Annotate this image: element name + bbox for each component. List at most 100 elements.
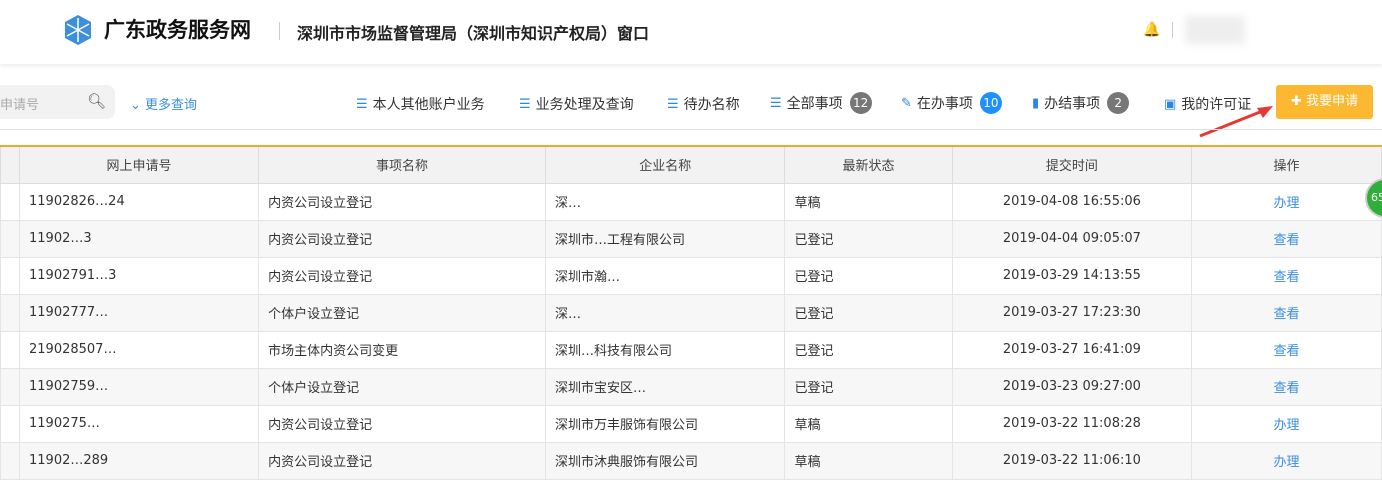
count-badge: 10 [979, 92, 1002, 114]
column-header: 最新状态 [784, 145, 953, 184]
red-arrow-annotation [1199, 106, 1273, 138]
company-name-cell: 深圳市…工程有限公司 [545, 219, 786, 258]
company-name-cell: 深圳市瀚… [545, 256, 786, 295]
nav-label: 待办名称 [683, 97, 740, 113]
nav-in-progress[interactable]: ✎ 在办事项 10 [901, 92, 1002, 114]
application-number: 11902…3 [29, 231, 92, 246]
applications-table: 网上申请号 事项名称 企业名称 最新状态 提交时间 操作 11902826…24… [0, 145, 1382, 480]
action-link[interactable]: 查看 [1273, 233, 1300, 248]
table-row: 11902…3 内资公司设立登记 深圳市…工程有限公司 已登记 2019-04-04 0… [0, 219, 1382, 258]
action-link-cell[interactable]: 办理 [1191, 182, 1382, 221]
id-card-icon: ▣ [1164, 96, 1177, 112]
status: 草稿 [794, 418, 821, 433]
nav-label: 我的许可证 [1181, 97, 1252, 113]
status: 已登记 [794, 344, 834, 359]
table-row: 219028507… 市场主体内资公司变更 深圳…科技有限公司 已登记 2019-03-… [0, 330, 1382, 369]
status: 已登记 [794, 307, 834, 322]
user-avatar[interactable] [1185, 16, 1245, 44]
action-link-cell[interactable]: 办理 [1191, 404, 1382, 443]
count-badge: 12 [849, 92, 872, 114]
nav-completed[interactable]: ▮ 办结事项 2 [1032, 92, 1130, 114]
item-name: 内资公司设立登记 [268, 196, 373, 211]
brand-title: 广东政务服务网 [104, 18, 251, 42]
submit-time: 2019-03-27 17:23:30 [1002, 305, 1141, 320]
application-number-cell: 11902826…24 [18, 182, 260, 221]
company-name-cell: 深圳市宝安区… [545, 367, 786, 406]
company-name: 深圳市…工程有限公司 [555, 233, 686, 248]
submit-time: 2019-03-22 11:08:28 [1002, 416, 1141, 431]
department-title: 深圳市市场监督管理局（深圳市知识产权局）窗口 [297, 24, 650, 43]
item-name-cell: 市场主体内资公司变更 [258, 330, 547, 369]
bell-icon[interactable]: 🔔 [1143, 22, 1161, 38]
submit-time: 2019-03-29 14:13:55 [1002, 268, 1141, 283]
action-link-cell[interactable]: 查看 [1191, 367, 1382, 406]
status-cell: 草稿 [784, 441, 953, 480]
item-name-cell: 内资公司设立登记 [258, 256, 547, 295]
nav-label: 在办事项 [916, 96, 973, 112]
column-header: 提交时间 [951, 145, 1193, 184]
divider [1172, 22, 1173, 38]
item-name: 个体户设立登记 [268, 307, 360, 322]
action-link-cell[interactable]: 查看 [1191, 219, 1382, 258]
more-query-label: 更多查询 [145, 98, 198, 113]
company-name-cell: 深… [545, 182, 786, 221]
application-number: 1190275… [29, 416, 100, 431]
item-name-cell: 内资公司设立登记 [258, 219, 547, 258]
action-link[interactable]: 查看 [1273, 307, 1300, 322]
status-cell: 已登记 [784, 219, 953, 258]
action-link[interactable]: 办理 [1273, 418, 1300, 433]
application-number: 11902791…3 [29, 268, 117, 283]
submit-time-cell: 2019-04-08 16:55:06 [951, 182, 1193, 221]
action-link-cell[interactable]: 办理 [1191, 441, 1382, 480]
nav-my-license[interactable]: ▣ 我的许可证 [1164, 94, 1251, 114]
application-number-cell: 11902777… [18, 293, 260, 332]
application-number: 219028507… [29, 342, 117, 357]
action-link-cell[interactable]: 查看 [1191, 330, 1382, 369]
action-link[interactable]: 查看 [1273, 270, 1300, 285]
count-badge: 2 [1107, 92, 1130, 114]
company-name: 深圳市沐典服饰有限公司 [555, 455, 699, 470]
company-name: 深圳市万丰服饰有限公司 [555, 418, 699, 433]
application-number-cell: 11902…3 [18, 219, 260, 258]
status-cell: 已登记 [784, 293, 953, 332]
search-input[interactable]: 申请号 🔍︎ [0, 85, 115, 119]
status: 已登记 [794, 233, 834, 248]
application-number-cell: 219028507… [18, 330, 260, 369]
nav-todo[interactable]: ☰ 待办名称 [667, 94, 740, 114]
more-query-link[interactable]: ⌄ 更多查询 [130, 98, 198, 113]
submit-time-cell: 2019-03-27 17:23:30 [951, 293, 1193, 332]
action-link[interactable]: 查看 [1273, 344, 1300, 359]
apply-button[interactable]: ✚ 我要申请 [1276, 85, 1373, 119]
column-header: 企业名称 [545, 145, 786, 184]
nav-business-query[interactable]: ☰ 业务处理及查询 [519, 94, 634, 114]
item-name-cell: 个体户设立登记 [258, 367, 547, 406]
logo-icon [65, 15, 91, 45]
action-link[interactable]: 办理 [1273, 455, 1300, 470]
company-name-cell: 深… [545, 293, 786, 332]
table-row: 11902777… 个体户设立登记 深… 已登记 2019-03-27 17:23:30… [0, 293, 1382, 332]
status: 已登记 [794, 270, 834, 285]
nav-other-accounts[interactable]: ☰ 本人其他账户业务 [356, 94, 485, 114]
nav-label: 全部事项 [786, 96, 843, 112]
submit-time-cell: 2019-03-23 09:27:00 [951, 367, 1193, 406]
row-spacer [0, 293, 20, 332]
action-link[interactable]: 办理 [1273, 196, 1300, 211]
status-cell: 草稿 [784, 404, 953, 443]
action-link-cell[interactable]: 查看 [1191, 293, 1382, 332]
list-icon: ☰ [519, 96, 531, 112]
action-link[interactable]: 查看 [1273, 381, 1300, 396]
nav-all-items[interactable]: ☰ 全部事项 12 [770, 92, 872, 114]
row-spacer [0, 367, 20, 406]
table-row: 11902…289 内资公司设立登记 深圳市沐典服饰有限公司 草稿 2019-03-22… [0, 441, 1382, 480]
submit-time: 2019-04-08 16:55:06 [1002, 194, 1141, 209]
column-header: 事项名称 [258, 145, 547, 184]
submit-time-cell: 2019-03-22 11:06:10 [951, 441, 1193, 480]
plus-icon: ✚ [1290, 94, 1306, 109]
status: 草稿 [794, 196, 821, 211]
status: 草稿 [794, 455, 821, 470]
list-icon: ☰ [356, 96, 368, 112]
status-cell: 已登记 [784, 367, 953, 406]
search-icon[interactable]: 🔍︎ [87, 92, 107, 110]
application-number-cell: 11902791…3 [18, 256, 260, 295]
action-link-cell[interactable]: 查看 [1191, 256, 1382, 295]
